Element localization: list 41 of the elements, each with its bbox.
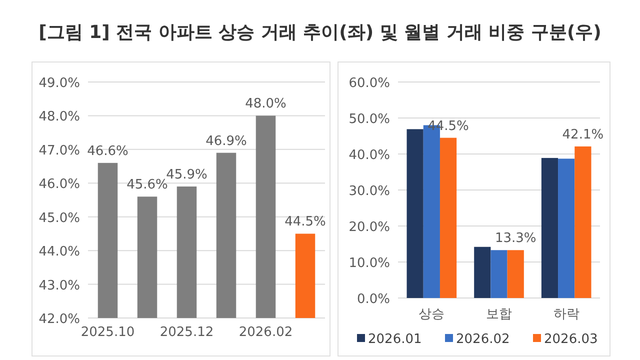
y-tick-label: 43.0% xyxy=(38,278,80,294)
bar xyxy=(574,146,592,298)
data-label: 48.0% xyxy=(245,96,286,112)
bar xyxy=(474,246,491,298)
y-tick-label: 10.0% xyxy=(348,256,390,271)
x-tick-label: 2025.12 xyxy=(160,325,214,340)
bar xyxy=(507,250,524,298)
y-tick-label: 30.0% xyxy=(348,184,390,199)
data-label: 46.6% xyxy=(87,144,128,159)
bar xyxy=(406,129,424,298)
data-label: 46.9% xyxy=(206,134,247,149)
chart-title: [그림 1] 전국 아파트 상승 거래 추이(좌) 및 월별 거래 비중 구분(우) xyxy=(38,22,602,43)
bar xyxy=(541,158,558,298)
data-label: 13.3% xyxy=(494,231,536,246)
y-tick-label: 0.0% xyxy=(356,292,390,307)
y-tick-label: 50.0% xyxy=(348,112,390,127)
x-tick-label: 2026.02 xyxy=(238,325,293,340)
x-tick-label: 하락 xyxy=(553,307,580,322)
y-tick-label: 48.0% xyxy=(38,110,80,125)
data-label: 42.1% xyxy=(562,127,604,142)
x-tick-label: 보합 xyxy=(486,307,512,322)
y-tick-label: 60.0% xyxy=(348,76,390,91)
y-tick-label: 44.0% xyxy=(38,244,80,260)
x-tick-label: 2025.10 xyxy=(80,325,135,340)
data-label: 44.5% xyxy=(428,118,469,134)
y-tick-label: 47.0% xyxy=(38,143,80,158)
y-tick-label: 40.0% xyxy=(348,148,390,163)
y-tick-label: 49.0% xyxy=(38,76,80,91)
y-tick-label: 20.0% xyxy=(348,220,390,235)
data-label: 45.6% xyxy=(126,178,168,193)
bar xyxy=(558,158,575,298)
data-label: 45.9% xyxy=(166,168,208,183)
data-label: 44.5% xyxy=(284,214,326,230)
y-tick-label: 46.0% xyxy=(38,177,80,192)
y-tick-label: 45.0% xyxy=(38,210,80,226)
y-tick-label: 42.0% xyxy=(38,312,80,327)
legend-label: 2026.01 xyxy=(368,332,422,347)
x-tick-label: 상승 xyxy=(418,307,445,322)
bar xyxy=(490,250,508,298)
bar xyxy=(440,138,457,298)
legend-label: 2026.03 xyxy=(544,332,598,347)
